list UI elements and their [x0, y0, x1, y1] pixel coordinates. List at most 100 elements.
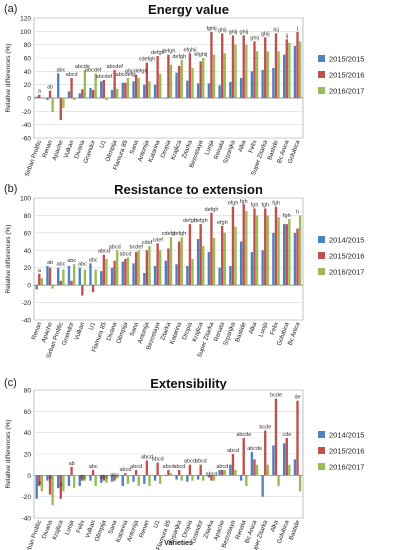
bar-3-s1-14 [186, 475, 189, 482]
bar-3-s1-16 [207, 475, 211, 478]
bar-3-s1-20 [250, 451, 254, 476]
y-tick-label: 20 [24, 452, 32, 459]
significance-letter: abcd [66, 72, 78, 78]
significance-letter: abcdef [106, 64, 123, 70]
significance-letter: ghij [218, 27, 227, 33]
bar-1-s2-16 [210, 32, 213, 98]
bar-1-s1-10 [143, 84, 146, 98]
bar-3-s3-7 [115, 475, 119, 479]
bar-3-s2-10 [145, 460, 149, 476]
significance-letter: ghij [240, 29, 249, 35]
bar-2-s1-4 [78, 267, 81, 286]
legend-swatch [318, 447, 325, 454]
significance-letter: ab [79, 475, 85, 481]
bar-2-s3-11 [159, 250, 162, 286]
bar-2-s3-14 [191, 259, 194, 286]
legend-label: 2016/2017 [329, 87, 364, 96]
bar-1-s3-24 [298, 41, 302, 98]
legend-label: 2015/2016 [329, 447, 364, 456]
significance-letter: abcdefg [116, 72, 136, 78]
bar-2-s2-10 [145, 250, 149, 286]
bar-2-s3-12 [169, 237, 173, 286]
bar-1-s2-12 [167, 54, 170, 98]
chart-panel-1: (a) Energy value -60 -40 -20 0 20 40 60 80 100 120 R… [4, 2, 364, 178]
significance-letter: defgh [172, 54, 186, 60]
panel-label: (a) [4, 3, 17, 15]
bar-2-s1-24 [293, 232, 297, 286]
bar-2-s1-6 [100, 271, 103, 286]
bar-1-s2-18 [231, 35, 235, 98]
bar-1-s1-15 [196, 83, 200, 98]
y-tick-label: 20 [24, 82, 32, 89]
panel-label: (b) [4, 183, 17, 195]
y-tick-label: 40 [24, 430, 32, 437]
bar-2-s3-20 [255, 215, 259, 286]
bar-1-s2-9 [134, 74, 138, 98]
bar-1-s1-18 [229, 82, 232, 98]
x-tick-label: Luoja [204, 139, 216, 156]
bar-2-s2-3 [70, 280, 73, 286]
bar-3-s1-9 [132, 475, 135, 482]
significance-letter: bcde [259, 425, 271, 431]
y-tick-label: 100 [20, 29, 31, 36]
bar-2-s3-15 [202, 245, 205, 286]
bar-2-s1-16 [207, 252, 211, 286]
bar-2-s2-12 [167, 248, 170, 286]
bar-2-s2-24 [296, 228, 299, 286]
bar-2-s2-5 [91, 285, 95, 293]
legend-swatch [318, 71, 325, 78]
significance-letter: abcdef [85, 67, 102, 73]
significance-letter: bcdef [129, 244, 143, 250]
significance-letter: abcd [119, 467, 131, 473]
bar-1-s2-3 [70, 78, 73, 98]
bar-3-s3-21 [266, 464, 270, 476]
bar-3-s3-5 [94, 475, 97, 486]
chart-title: Resistance to extension [114, 182, 263, 197]
bar-3-s3-19 [245, 475, 248, 486]
significance-letter: ghij [250, 35, 259, 41]
bar-3-s3-4 [83, 475, 87, 481]
bar-2-s3-19 [245, 211, 248, 286]
bar-1-s3-22 [277, 51, 280, 98]
significance-letter: a [38, 480, 42, 486]
bar-1-s1-17 [218, 85, 221, 98]
bar-1-s2-22 [274, 33, 278, 99]
significance-letter: abcde [247, 446, 262, 452]
bar-2-s1-22 [272, 232, 275, 286]
bar-3-s2-4 [81, 475, 84, 481]
bar-1-s3-0 [40, 97, 44, 98]
bar-2-s2-9 [134, 252, 138, 286]
bar-1-s1-7 [110, 90, 114, 98]
bar-1-s1-11 [153, 84, 157, 98]
legend-label: 2015/2015 [329, 55, 364, 64]
y-axis-label: Relative differences (%) [5, 44, 12, 113]
significance-letter: abcd [109, 244, 121, 250]
bar-1-s2-14 [188, 53, 192, 98]
legend-swatch [318, 87, 325, 94]
y-tick-label: 80 [24, 213, 32, 220]
bar-1-s2-11 [156, 56, 159, 98]
y-tick-label: -20 [22, 109, 32, 116]
bar-2-s2-2 [59, 280, 62, 286]
bar-3-s2-20 [253, 459, 256, 476]
bar-3-s2-9 [134, 470, 138, 476]
y-tick-label: -20 [22, 300, 32, 307]
bar-1-s1-22 [272, 68, 275, 98]
bar-1-s3-19 [245, 44, 248, 98]
bar-2-s1-7 [110, 267, 114, 286]
y-tick-label: 60 [24, 230, 32, 237]
bar-3-s3-8 [126, 475, 130, 484]
significance-letter: cdef [153, 237, 164, 243]
bar-3-s3-18 [234, 470, 237, 476]
bar-3-s1-21 [261, 475, 264, 497]
x-axis-label: Varieties [164, 540, 193, 547]
x-tick-label: Luoja [64, 519, 76, 536]
bar-1-s1-5 [89, 88, 92, 98]
bar-1-s3-10 [148, 81, 151, 98]
bar-2-s3-0 [40, 278, 44, 286]
bar-3-s2-14 [188, 464, 192, 476]
significance-letter: ghij [229, 29, 238, 35]
bar-3-s2-13 [177, 470, 181, 476]
